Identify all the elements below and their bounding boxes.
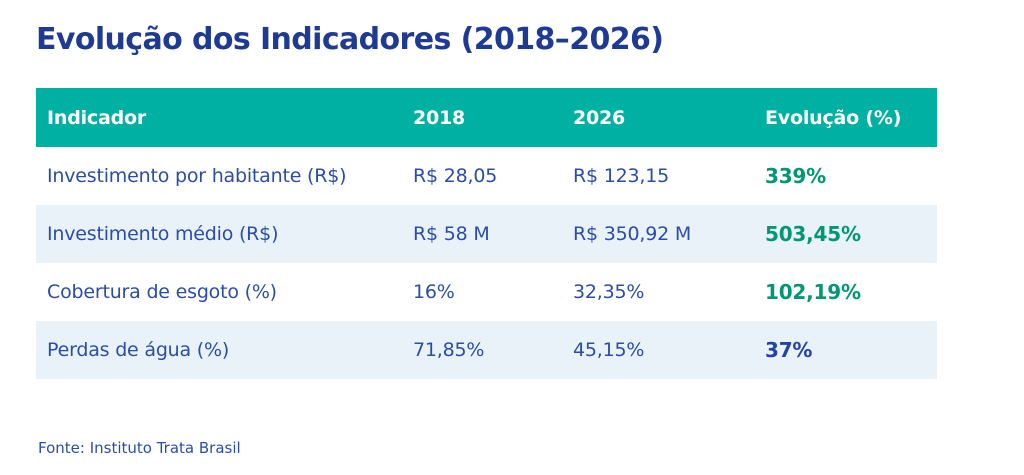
cell-2018: 71,85% <box>413 339 485 361</box>
cell-2018: 16% <box>413 281 455 303</box>
cell-evolution: 37% <box>765 338 813 362</box>
table-row: Investimento médio (R$) R$ 58 M R$ 350,9… <box>36 205 937 263</box>
cell-indicator: Cobertura de esgoto (%) <box>47 281 277 303</box>
cell-2026: 32,35% <box>573 281 645 303</box>
indicators-table: Indicador 2018 2026 Evolução (%) Investi… <box>36 88 937 379</box>
cell-2018: R$ 28,05 <box>413 165 498 187</box>
header-indicator: Indicador <box>47 106 147 129</box>
cell-evolution: 503,45% <box>765 222 861 246</box>
page-title: Evolução dos Indicadores (2018–2026) <box>36 22 664 57</box>
cell-2026: R$ 350,92 M <box>573 223 692 245</box>
table-header-row: Indicador 2018 2026 Evolução (%) <box>36 88 937 147</box>
cell-2026: 45,15% <box>573 339 645 361</box>
table-row: Perdas de água (%) 71,85% 45,15% 37% <box>36 321 937 379</box>
cell-indicator: Perdas de água (%) <box>47 339 230 361</box>
cell-evolution: 102,19% <box>765 280 861 304</box>
cell-indicator: Investimento médio (R$) <box>47 223 279 245</box>
cell-2018: R$ 58 M <box>413 223 490 245</box>
source-note: Fonte: Instituto Trata Brasil <box>38 439 241 457</box>
cell-evolution: 339% <box>765 164 826 188</box>
header-2018: 2018 <box>413 106 466 129</box>
table-row: Investimento por habitante (R$) R$ 28,05… <box>36 147 937 205</box>
cell-indicator: Investimento por habitante (R$) <box>47 165 347 187</box>
header-2026: 2026 <box>573 106 626 129</box>
header-evolution: Evolução (%) <box>765 106 902 129</box>
table-row: Cobertura de esgoto (%) 16% 32,35% 102,1… <box>36 263 937 321</box>
cell-2026: R$ 123,15 <box>573 165 670 187</box>
